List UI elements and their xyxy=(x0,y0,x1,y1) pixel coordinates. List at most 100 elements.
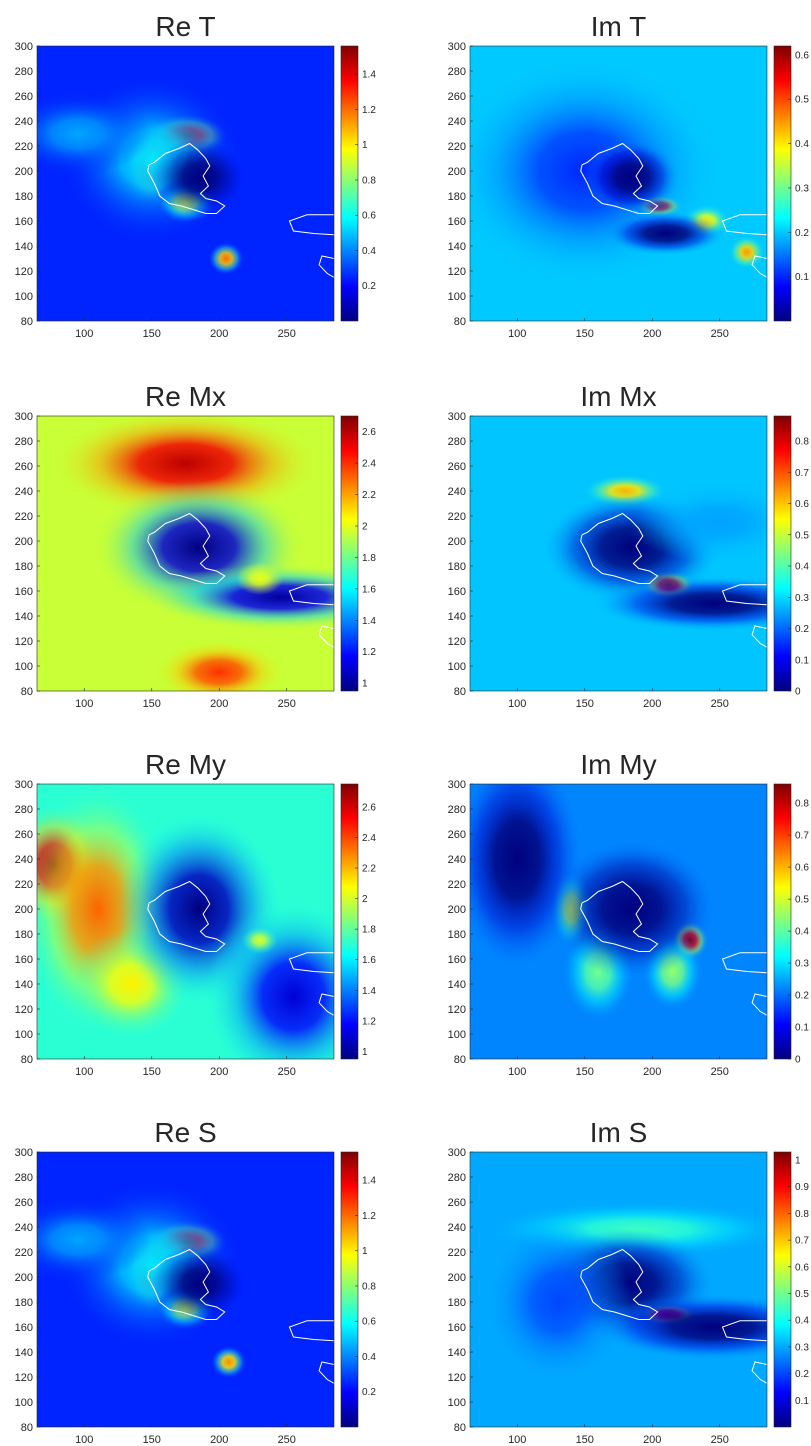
colorbar-tick-label: 1.4 xyxy=(362,1176,376,1187)
xtick-label: 100 xyxy=(75,1434,93,1446)
colorbar-tick-label: 0.5 xyxy=(795,95,809,106)
coastline-maui xyxy=(751,625,767,648)
panel-title: Im My xyxy=(580,749,656,780)
panel-re-mx: Re Mx 80 100 120 140 160 180 200 220 240 260 280 300… xyxy=(15,381,377,710)
ytick-label: 300 xyxy=(15,411,33,423)
ytick-label: 160 xyxy=(15,586,33,598)
colorbar-tick-label: 0.7 xyxy=(795,831,809,842)
coastline-maui xyxy=(318,625,334,648)
ytick-label: 240 xyxy=(448,1222,466,1234)
colorbar xyxy=(773,1151,792,1428)
ytick-label: 140 xyxy=(448,1347,466,1359)
colorbar-tick-label: 0.2 xyxy=(362,281,376,292)
colorbar-tick-label: 0 xyxy=(795,1055,801,1066)
colorbar-tick-label: 0.3 xyxy=(795,1342,809,1353)
xtick-label: 250 xyxy=(711,1066,729,1078)
xtick-label: 200 xyxy=(210,328,228,340)
ytick-label: 100 xyxy=(15,291,33,303)
colorbar-tick-label: 1 xyxy=(362,140,368,151)
colorbar xyxy=(340,415,359,692)
colorbar-tick-label: 0.2 xyxy=(795,228,809,239)
colorbar-tick-label: 0.6 xyxy=(795,1262,809,1273)
colorbar-tick-label: 0.8 xyxy=(795,437,809,448)
ytick-label: 240 xyxy=(448,116,466,128)
ytick-label: 260 xyxy=(448,461,466,473)
colorbar-tick-label: 1.4 xyxy=(362,616,376,627)
ytick-label: 100 xyxy=(15,1397,33,1409)
colorbar-tick-label: 0.2 xyxy=(795,991,809,1002)
ytick-label: 240 xyxy=(448,854,466,866)
ytick-label: 140 xyxy=(15,979,33,991)
colorbar-tick-label: 0.8 xyxy=(795,799,809,810)
ytick-label: 240 xyxy=(448,486,466,498)
ytick-label: 140 xyxy=(448,979,466,991)
ytick-label: 280 xyxy=(15,804,33,816)
panel-title: Im Mx xyxy=(580,381,656,412)
ytick-label: 200 xyxy=(15,1272,33,1284)
panel-title: Re T xyxy=(155,11,215,42)
colorbar xyxy=(773,415,792,692)
colorbar-tick-label: 0 xyxy=(795,687,801,698)
ytick-label: 200 xyxy=(448,904,466,916)
xtick-label: 100 xyxy=(75,328,93,340)
ytick-label: 220 xyxy=(448,511,466,523)
colorbar xyxy=(340,45,359,322)
colorbar-tick-label: 0.6 xyxy=(362,1317,376,1328)
heatmap-field xyxy=(470,416,767,691)
xtick-label: 250 xyxy=(711,1434,729,1446)
colorbar xyxy=(773,783,792,1060)
colorbar-tick-label: 0.4 xyxy=(795,139,809,150)
ytick-label: 120 xyxy=(448,636,466,648)
ytick-label: 180 xyxy=(15,1297,33,1309)
ytick-label: 100 xyxy=(15,1029,33,1041)
xtick-label: 150 xyxy=(576,328,594,340)
colorbar-tick-label: 1.2 xyxy=(362,1016,376,1027)
ytick-label: 300 xyxy=(448,779,466,791)
ytick-label: 280 xyxy=(448,66,466,78)
ytick-label: 220 xyxy=(448,141,466,153)
coastline-oahu xyxy=(580,1248,659,1320)
xtick-label: 250 xyxy=(278,698,296,710)
panel-im-t: Im T 80 100 120 140 160 180 200 220 240 260 280 300 1… xyxy=(448,11,810,340)
colorbar-tick-label: 2.2 xyxy=(362,864,376,875)
coastline-oahu xyxy=(580,512,659,584)
ytick-label: 300 xyxy=(15,779,33,791)
coastline-maui xyxy=(318,255,334,278)
heatmap-feature xyxy=(151,1244,247,1322)
heatmap-feature xyxy=(210,1345,247,1379)
ytick-label: 220 xyxy=(448,879,466,891)
colorbar-tick-label: 0.6 xyxy=(795,863,809,874)
xtick-label: 150 xyxy=(576,698,594,710)
xtick-label: 150 xyxy=(143,698,161,710)
xtick-label: 200 xyxy=(643,328,661,340)
colorbar-tick-label: 0.8 xyxy=(795,1209,809,1220)
xtick-label: 100 xyxy=(75,698,93,710)
colorbar-tick-label: 0.6 xyxy=(795,50,809,61)
heatmap-feature xyxy=(594,576,767,631)
colorbar-tick-label: 1 xyxy=(362,1246,368,1257)
xtick-label: 100 xyxy=(508,328,526,340)
axes-frame xyxy=(469,45,768,322)
ytick-label: 80 xyxy=(454,316,466,328)
heatmap-feature xyxy=(470,784,583,969)
coastline-maui xyxy=(751,1361,767,1384)
colorbar-tick-label: 1.2 xyxy=(362,647,376,658)
ytick-label: 180 xyxy=(448,1297,466,1309)
xtick-label: 200 xyxy=(210,698,228,710)
ytick-label: 220 xyxy=(15,141,33,153)
panel-im-my: Im My 80 100 120 140 160 180 200 220 240 260 280 300… xyxy=(448,749,810,1078)
xtick-label: 250 xyxy=(278,1434,296,1446)
axes-frame xyxy=(469,1151,768,1428)
ytick-label: 300 xyxy=(448,1147,466,1159)
axes-frame xyxy=(36,415,335,692)
heatmap-feature xyxy=(208,242,244,275)
heatmap-feature xyxy=(594,1294,767,1360)
colorbar-tick-label: 0.4 xyxy=(795,562,809,573)
ytick-label: 280 xyxy=(448,1172,466,1184)
ytick-label: 280 xyxy=(15,1172,33,1184)
coastline-maui xyxy=(318,993,334,1016)
xtick-label: 100 xyxy=(508,698,526,710)
xtick-label: 250 xyxy=(711,698,729,710)
colorbar-tick-label: 0.4 xyxy=(795,1316,809,1327)
